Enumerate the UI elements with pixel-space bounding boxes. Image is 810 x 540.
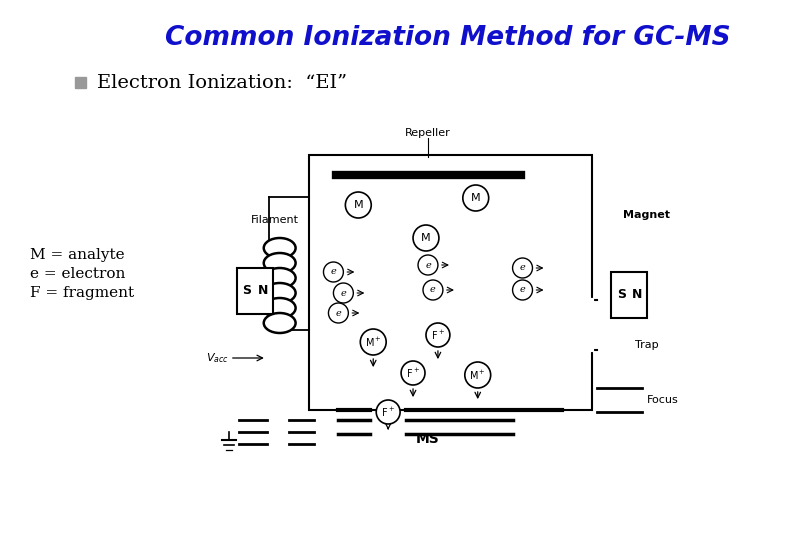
Text: e: e [520, 264, 526, 273]
Circle shape [463, 185, 488, 211]
Bar [309, 155, 592, 410]
Circle shape [376, 400, 400, 424]
Text: e: e [335, 308, 341, 318]
Circle shape [423, 280, 443, 300]
Text: F$^+$: F$^+$ [406, 367, 420, 380]
Text: F$^+$: F$^+$ [382, 406, 395, 419]
Text: e: e [430, 286, 436, 294]
Text: Focus: Focus [647, 395, 679, 405]
Text: M: M [421, 233, 431, 243]
Text: Filament: Filament [250, 215, 299, 225]
Text: Trap: Trap [635, 340, 659, 350]
Text: Magnet: Magnet [624, 210, 671, 220]
Text: S: S [242, 285, 251, 298]
Text: e: e [340, 288, 346, 298]
Text: M = analyte: M = analyte [30, 248, 125, 262]
Circle shape [328, 303, 348, 323]
Text: e: e [330, 267, 336, 276]
Text: F = fragment: F = fragment [30, 286, 134, 300]
Text: M$^+$: M$^+$ [364, 335, 382, 348]
Circle shape [345, 192, 371, 218]
Circle shape [401, 361, 425, 385]
Text: e = electron: e = electron [30, 267, 126, 281]
Text: Repeller: Repeller [405, 128, 450, 138]
Text: MS: MS [416, 432, 440, 446]
Text: F$^+$: F$^+$ [431, 328, 445, 342]
Text: M$^+$: M$^+$ [470, 368, 486, 382]
Text: M: M [471, 193, 480, 203]
Text: S: S [616, 288, 625, 301]
Circle shape [360, 329, 386, 355]
Circle shape [334, 283, 353, 303]
Text: e: e [425, 260, 431, 269]
Ellipse shape [264, 313, 296, 333]
Text: e: e [520, 286, 526, 294]
Ellipse shape [264, 253, 296, 273]
Bar [237, 268, 273, 314]
Text: Common Ionization Method for GC-MS: Common Ionization Method for GC-MS [165, 25, 731, 51]
Ellipse shape [264, 298, 296, 318]
Text: Electron Ionization:  “EI”: Electron Ionization: “EI” [96, 75, 347, 92]
Circle shape [513, 280, 532, 300]
Circle shape [413, 225, 439, 251]
Circle shape [465, 362, 491, 388]
Bar [611, 272, 647, 318]
Circle shape [513, 258, 532, 278]
Circle shape [323, 262, 343, 282]
Ellipse shape [264, 283, 296, 303]
Text: $V_{acc}$: $V_{acc}$ [206, 351, 229, 365]
Text: N: N [258, 285, 268, 298]
Circle shape [426, 323, 450, 347]
Ellipse shape [264, 268, 296, 288]
Ellipse shape [264, 238, 296, 258]
Text: M: M [353, 200, 363, 210]
Bar [75, 77, 86, 88]
Circle shape [418, 255, 438, 275]
Text: N: N [632, 288, 642, 301]
